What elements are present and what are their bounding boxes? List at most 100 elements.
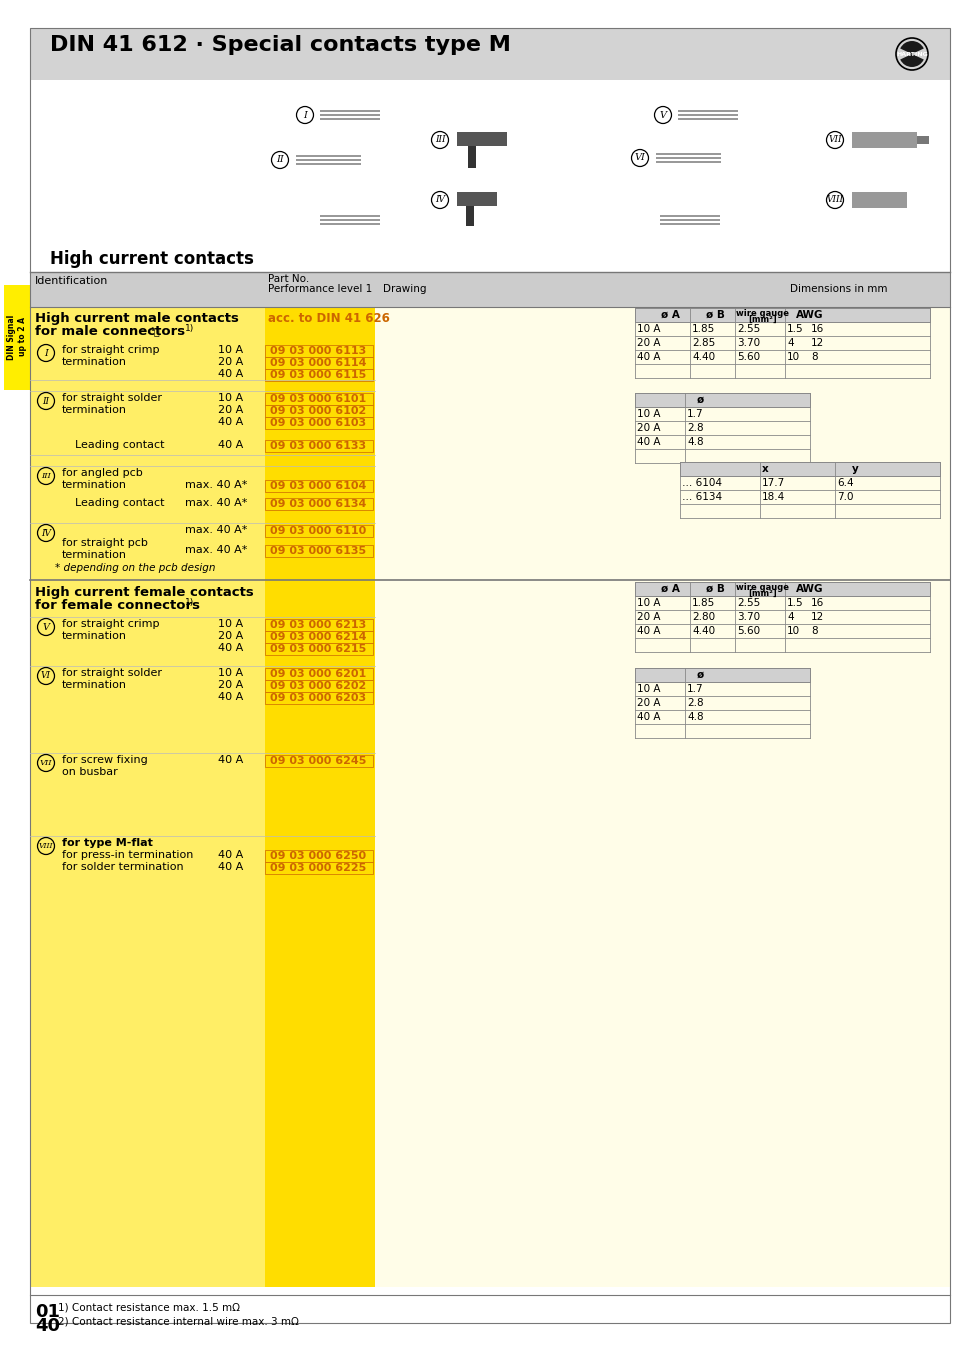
Bar [468, 146, 476, 167]
Text: ø: ø [696, 670, 703, 680]
Text: for angled pcb: for angled pcb [62, 468, 143, 478]
Text: [mm²]: [mm²] [748, 315, 777, 324]
Text: 01: 01 [35, 1303, 60, 1322]
Text: Dimensions in mm: Dimensions in mm [789, 284, 886, 294]
Bar [265, 346, 373, 356]
Text: 10: 10 [786, 352, 800, 362]
Text: 10 A: 10 A [637, 324, 659, 333]
Bar [656, 161, 720, 163]
Text: x: x [760, 464, 767, 474]
Text: 09 03 000 6114: 09 03 000 6114 [270, 358, 366, 369]
Bar [265, 668, 373, 680]
Text: termination: termination [62, 630, 127, 641]
Text: V: V [43, 622, 50, 632]
Bar [295, 159, 360, 161]
Text: 1.5: 1.5 [786, 324, 802, 333]
Text: 09 03 000 6225: 09 03 000 6225 [270, 863, 366, 873]
Text: 20 A: 20 A [637, 612, 659, 622]
Text: 1.7: 1.7 [686, 409, 703, 418]
Text: High current female contacts: High current female contacts [35, 586, 253, 599]
Text: [mm²]: [mm²] [748, 589, 777, 598]
Text: termination: termination [62, 481, 127, 490]
Bar [916, 136, 928, 144]
Text: VI: VI [41, 671, 51, 680]
Text: 09 03 000 6214: 09 03 000 6214 [270, 632, 366, 643]
Bar [265, 417, 373, 429]
Text: 09 03 000 6202: 09 03 000 6202 [270, 680, 366, 691]
Text: 10 A: 10 A [637, 598, 659, 608]
Text: 4.40: 4.40 [691, 626, 715, 636]
Bar [678, 113, 738, 116]
Text: for male connectors: for male connectors [35, 325, 185, 338]
Bar [635, 308, 929, 323]
Bar [265, 356, 373, 369]
Text: 1.85: 1.85 [691, 598, 715, 608]
Text: 1.5: 1.5 [786, 598, 802, 608]
Text: ø A: ø A [659, 310, 679, 320]
Bar [635, 582, 929, 595]
Text: I: I [44, 348, 48, 358]
Text: 1.85: 1.85 [691, 324, 715, 333]
Text: for press-in termination: for press-in termination [62, 850, 193, 860]
Text: 3.70: 3.70 [737, 612, 760, 622]
Text: 12: 12 [810, 612, 823, 622]
Text: 17.7: 17.7 [761, 478, 784, 487]
Text: 40 A: 40 A [218, 755, 243, 765]
Text: 20 A: 20 A [218, 356, 243, 367]
Bar [265, 481, 373, 491]
Text: III: III [41, 472, 51, 481]
Text: 20 A: 20 A [637, 698, 659, 707]
Text: max. 40 A*: max. 40 A* [185, 498, 247, 508]
Bar [265, 630, 373, 643]
Bar [265, 620, 373, 630]
Text: 40 A: 40 A [637, 352, 659, 362]
Text: 40 A: 40 A [637, 711, 659, 722]
Bar [30, 80, 949, 296]
Bar [851, 132, 916, 148]
Bar [319, 113, 379, 116]
Text: 10 A: 10 A [218, 393, 243, 404]
Bar [30, 28, 949, 80]
Text: max. 40 A*: max. 40 A* [185, 481, 247, 490]
Text: 10 A: 10 A [218, 346, 243, 355]
Text: 20 A: 20 A [218, 630, 243, 641]
Text: Identification: Identification [35, 275, 109, 286]
Text: 2.8: 2.8 [686, 698, 703, 707]
Bar [659, 215, 720, 217]
Text: for straight solder: for straight solder [62, 668, 162, 678]
Text: termination: termination [62, 680, 127, 690]
Text: 2.55: 2.55 [737, 324, 760, 333]
Wedge shape [900, 40, 923, 54]
Bar [265, 498, 373, 510]
Text: 2.85: 2.85 [691, 338, 715, 348]
Text: 2.8: 2.8 [686, 423, 703, 433]
Text: 09 03 000 6102: 09 03 000 6102 [270, 406, 366, 416]
Text: IV: IV [41, 528, 51, 537]
Text: * depending on the pcb design: * depending on the pcb design [55, 563, 215, 572]
Bar [319, 219, 379, 221]
Text: … 6104: … 6104 [681, 478, 721, 487]
Text: 40 A: 40 A [218, 850, 243, 860]
Text: VII: VII [40, 759, 52, 767]
Text: 09 03 000 6203: 09 03 000 6203 [270, 693, 366, 703]
Text: IV: IV [435, 196, 444, 204]
Bar [635, 668, 809, 682]
Text: 1): 1) [185, 598, 194, 608]
Text: 40 A: 40 A [637, 437, 659, 447]
Text: 4: 4 [786, 338, 793, 348]
Bar [265, 850, 373, 863]
Text: 09 03 000 6115: 09 03 000 6115 [270, 370, 366, 379]
Text: DIN Signal
up to 2 A: DIN Signal up to 2 A [8, 315, 27, 359]
Bar [456, 192, 497, 207]
Text: VII: VII [827, 135, 841, 144]
Bar [265, 545, 373, 558]
Text: 7.0: 7.0 [836, 491, 853, 502]
Bar [851, 192, 906, 208]
Bar [265, 643, 373, 655]
Text: 10 A: 10 A [218, 668, 243, 678]
Text: 8: 8 [810, 352, 817, 362]
Bar [678, 117, 738, 120]
Text: ø A: ø A [659, 585, 679, 594]
Text: ø B: ø B [705, 585, 723, 594]
Text: 5.60: 5.60 [737, 626, 760, 636]
